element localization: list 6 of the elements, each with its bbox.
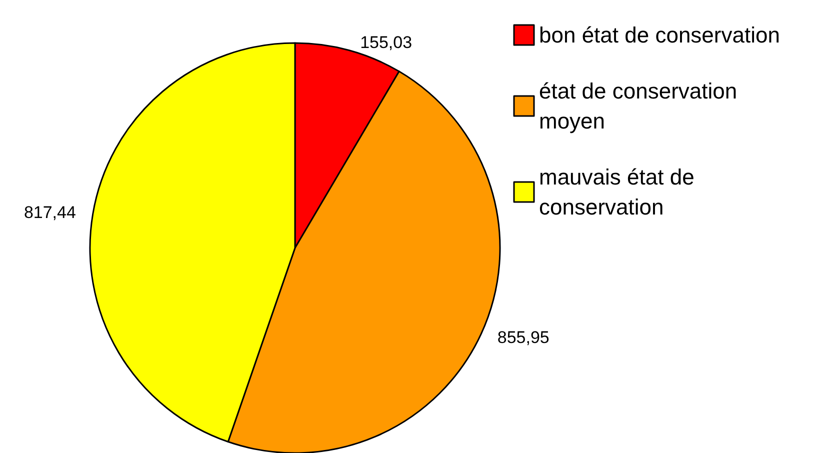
data-label: 855,95: [497, 328, 550, 347]
legend-label: état de conservation moyen: [539, 78, 744, 134]
legend-label: mauvais état de conservation: [539, 164, 700, 220]
legend-label: bon état de conservation: [539, 22, 780, 48]
data-label: 817,44: [24, 203, 76, 222]
data-label: 155,03: [360, 33, 412, 52]
